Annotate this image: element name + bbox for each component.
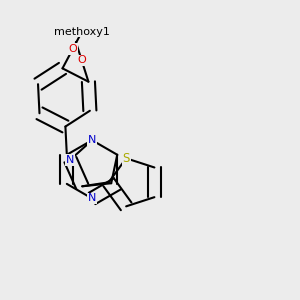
Text: O: O bbox=[77, 56, 86, 65]
Text: methoxy1: methoxy1 bbox=[54, 27, 110, 37]
Text: N: N bbox=[88, 194, 96, 203]
Text: N: N bbox=[88, 135, 96, 145]
Text: O: O bbox=[69, 44, 77, 54]
Text: N: N bbox=[66, 155, 75, 165]
Text: O: O bbox=[77, 56, 86, 65]
Text: O: O bbox=[69, 44, 77, 54]
Text: S: S bbox=[122, 152, 130, 165]
